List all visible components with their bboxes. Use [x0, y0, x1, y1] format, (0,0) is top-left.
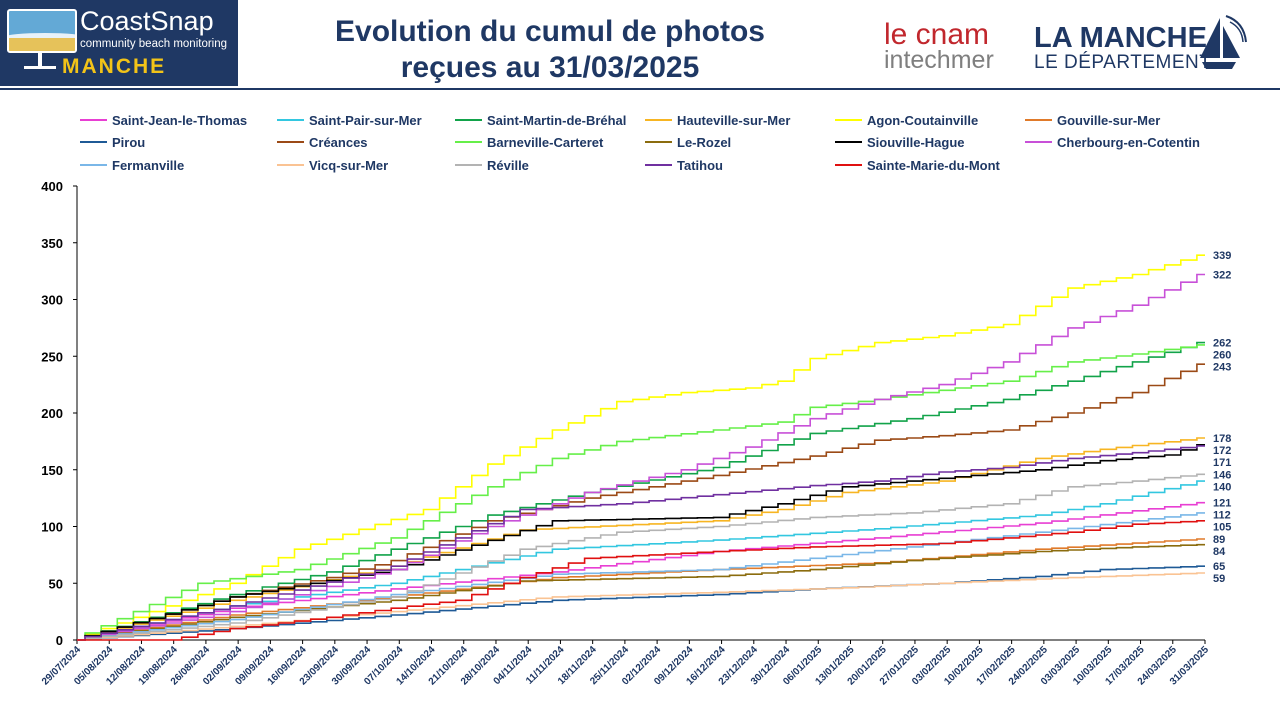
legend-label: Gouville-sur-Mer [1057, 113, 1160, 128]
logo-base [24, 66, 56, 69]
y-tick-label: 400 [41, 179, 63, 194]
end-value-label: 84 [1213, 546, 1226, 558]
series-line [77, 572, 1205, 641]
series-line [77, 341, 1205, 641]
logo-stand [38, 51, 42, 67]
series-line [77, 254, 1205, 641]
legend-label: Saint-Pair-sur-Mer [309, 113, 422, 128]
y-tick-label: 300 [41, 293, 63, 308]
end-value-label: 172 [1213, 445, 1231, 457]
series-end-labels: 3393222622602431781721711461401211121058… [1213, 250, 1231, 585]
legend-label: Siouville-Hague [867, 135, 965, 150]
end-value-label: 322 [1213, 270, 1231, 282]
page-title: Evolution du cumul de photos reçues au 3… [270, 14, 830, 86]
legend-label: Pirou [112, 135, 145, 150]
legend-label: Saint-Jean-le-Thomas [112, 113, 247, 128]
end-value-label: 59 [1213, 573, 1225, 585]
logo-department: MANCHE [62, 55, 167, 78]
end-value-label: 121 [1213, 498, 1231, 510]
series-line [77, 363, 1205, 641]
header-divider [0, 88, 1280, 90]
end-value-label: 112 [1213, 510, 1231, 522]
end-value-label: 262 [1213, 338, 1231, 350]
end-value-label: 243 [1213, 362, 1231, 374]
chart-legend: Saint-Jean-le-Thomas Saint-Pair-sur-Mer Sa… [80, 113, 1200, 173]
series-line [77, 445, 1205, 641]
intechmer-logo-text: intechmer [884, 46, 994, 74]
legend-label: Tatihou [677, 158, 723, 173]
header-bar: CoastSnap community beach monitoring MAN… [0, 0, 1280, 88]
beach-screen-icon [7, 9, 77, 53]
legend-label: Saint-Martin-de-Bréhal [487, 113, 626, 128]
y-tick-label: 350 [41, 236, 63, 251]
end-value-label: 339 [1213, 250, 1231, 262]
y-tick-label: 150 [41, 463, 63, 478]
legend-label: Créances [309, 135, 368, 150]
y-tick-label: 100 [41, 520, 63, 535]
title-line-1: Evolution du cumul de photos [335, 15, 765, 48]
end-value-label: 65 [1213, 561, 1225, 573]
y-tick-label: 50 [49, 576, 63, 591]
cumulative-photos-chart: Saint-Jean-le-Thomas Saint-Pair-sur-Mer Sa… [40, 113, 1231, 688]
logo-subtitle: community beach monitoring [80, 38, 228, 50]
cnam-logo-text: le cnam [884, 18, 990, 51]
legend-label: Sainte-Marie-du-Mont [867, 158, 1001, 173]
sailboat-icon [1200, 15, 1247, 69]
chart-series [77, 254, 1205, 641]
end-value-label: 105 [1213, 522, 1231, 534]
legend-label: Le-Rozel [677, 135, 731, 150]
legend-label: Agon-Coutainville [867, 113, 978, 128]
end-value-label: 260 [1213, 350, 1231, 362]
end-value-label: 178 [1213, 433, 1231, 445]
legend-label: Barneville-Carteret [487, 135, 604, 150]
end-value-label: 171 [1213, 457, 1231, 469]
logo-name: CoastSnap [80, 6, 214, 36]
coastsnap-logo: CoastSnap community beach monitoring MAN… [0, 0, 238, 86]
legend-label: Fermanville [112, 158, 184, 173]
y-tick-label: 250 [41, 349, 63, 364]
legend-label: Réville [487, 158, 529, 173]
series-line [77, 344, 1205, 641]
end-value-label: 146 [1213, 469, 1231, 481]
legend-label: Hauteville-sur-Mer [677, 113, 790, 128]
end-value-label: 89 [1213, 534, 1225, 546]
series-line [77, 520, 1205, 641]
y-tick-label: 200 [41, 406, 63, 421]
series-line [77, 444, 1205, 641]
series-line [77, 473, 1205, 641]
end-value-label: 140 [1213, 481, 1231, 493]
title-line-2: reçues au 31/03/2025 [400, 51, 700, 84]
series-line [77, 273, 1205, 641]
la-manche-logo-text: LA MANCHE [1034, 22, 1207, 54]
y-tick-label: 0 [56, 633, 63, 648]
legend-label: Cherbourg-en-Cotentin [1057, 135, 1200, 150]
departement-logo-text: LE DÉPARTEMENT [1034, 52, 1212, 73]
legend-label: Vicq-sur-Mer [309, 158, 388, 173]
